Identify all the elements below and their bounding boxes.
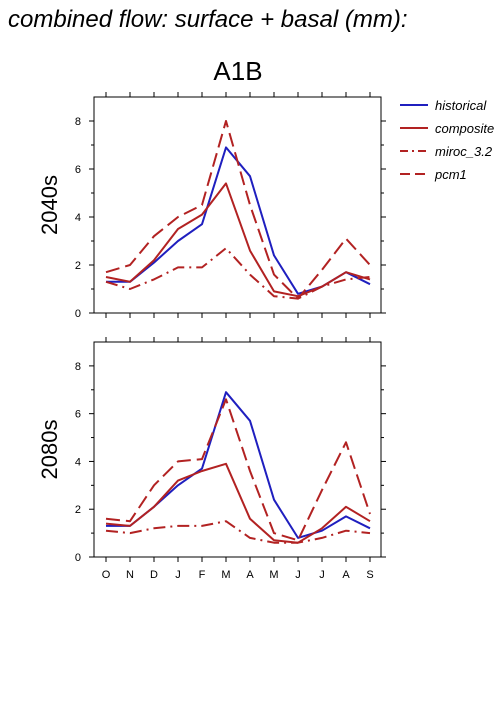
x-tick-label: J: [295, 569, 301, 581]
series-line-pcm1-2040s: [105, 120, 371, 300]
legend-label-composite: composite: [435, 121, 494, 136]
y-tick-label: 8: [75, 116, 81, 128]
y-tick-label: 2: [75, 504, 81, 516]
x-tick-label: J: [175, 569, 181, 581]
panel-frame-2040s: [93, 96, 382, 314]
legend-label-historical: historical: [435, 98, 487, 113]
y-tick-label: 4: [75, 212, 81, 224]
x-tick-label: J: [319, 569, 325, 581]
x-tick-label: N: [126, 569, 134, 581]
y-tick-label: 8: [75, 361, 81, 373]
y-tick-label: 6: [75, 409, 81, 421]
panel-label-2040s: 2040s: [37, 175, 62, 235]
x-tick-label: F: [199, 569, 206, 581]
x-tick-label: M: [221, 569, 230, 581]
panel-label-2080s: 2080s: [37, 420, 62, 480]
y-tick-label: 2: [75, 260, 81, 272]
panel-frame-2080s: [93, 341, 382, 558]
x-tick-label: A: [246, 569, 254, 581]
series-line-pcm1-2080s: [105, 398, 371, 542]
x-tick-label: S: [366, 569, 373, 581]
series-line-historical-2040s: [106, 146, 371, 295]
y-tick-label: 0: [75, 308, 81, 320]
series-line-composite-2040s: [105, 182, 371, 298]
legend-label-pcm1: pcm1: [434, 167, 467, 182]
legend-label-miroc-3-2: miroc_3.2: [435, 144, 493, 159]
x-tick-label: M: [269, 569, 278, 581]
x-tick-label: D: [150, 569, 158, 581]
series-line-historical-2080s: [106, 391, 371, 539]
y-tick-label: 4: [75, 456, 81, 468]
x-tick-label: A: [342, 569, 350, 581]
y-tick-label: 0: [75, 552, 81, 564]
series-line-miroc-3-2-2040s: [105, 247, 371, 300]
x-tick-label: O: [102, 569, 111, 581]
y-tick-label: 6: [75, 164, 81, 176]
scenario-label: A1B: [213, 56, 263, 86]
series-line-miroc-3-2-2080s: [105, 520, 371, 544]
series-line-composite-2080s: [105, 462, 371, 544]
chart-title: combined flow: surface + basal (mm):: [8, 6, 408, 33]
